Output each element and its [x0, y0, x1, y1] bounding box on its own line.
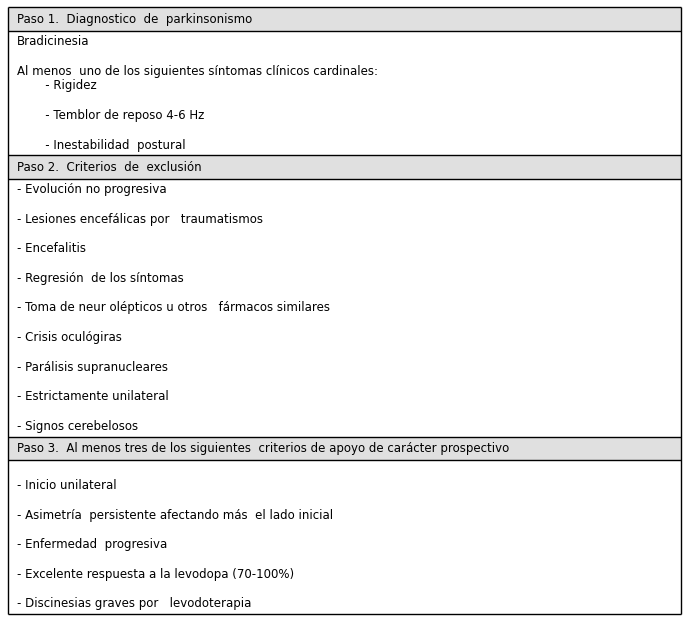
Text: Paso 1.  Diagnostico  de  parkinsonismo: Paso 1. Diagnostico de parkinsonismo [17, 13, 251, 26]
Text: - Evolución no progresiva: - Evolución no progresiva [17, 183, 166, 196]
Text: - Inicio unilateral: - Inicio unilateral [17, 479, 116, 492]
Text: Paso 2.  Criterios  de  exclusión: Paso 2. Criterios de exclusión [17, 161, 201, 174]
Text: - Crisis oculógiras: - Crisis oculógiras [17, 331, 121, 344]
Bar [8, 436, 681, 461]
Text: - Asimetría  persistente afectando más  el lado inicial: - Asimetría persistente afectando más el… [17, 509, 333, 522]
Text: - Encefalitis: - Encefalitis [17, 242, 85, 255]
Bar [8, 180, 681, 436]
Bar [8, 7, 681, 32]
Text: - Toma de neur olépticos u otros   fármacos similares: - Toma de neur olépticos u otros fármaco… [17, 301, 329, 314]
Text: - Lesiones encefálicas por   traumatismos: - Lesiones encefálicas por traumatismos [17, 212, 263, 225]
Text: - Enfermedad  progresiva: - Enfermedad progresiva [17, 538, 167, 551]
Text: - Excelente respuesta a la levodopa (70-100%): - Excelente respuesta a la levodopa (70-… [17, 568, 294, 581]
Bar [8, 32, 681, 155]
Bar [8, 461, 681, 614]
Text: - Discinesias graves por   levodoterapia: - Discinesias graves por levodoterapia [17, 597, 251, 610]
Text: - Parálisis supranucleares: - Parálisis supranucleares [17, 361, 167, 374]
Text: - Signos cerebelosos: - Signos cerebelosos [17, 420, 138, 433]
Text: Bradicinesia: Bradicinesia [17, 35, 89, 48]
Text: - Inestabilidad  postural: - Inestabilidad postural [34, 139, 185, 152]
Text: Al menos  uno de los siguientes síntomas clínicos cardinales:: Al menos uno de los siguientes síntomas … [17, 64, 378, 77]
Text: - Regresión  de los síntomas: - Regresión de los síntomas [17, 272, 183, 285]
Text: - Estrictamente unilateral: - Estrictamente unilateral [17, 390, 168, 403]
Text: - Rigidez: - Rigidez [34, 79, 96, 92]
Text: - Temblor de reposo 4-6 Hz: - Temblor de reposo 4-6 Hz [34, 109, 204, 122]
Bar [8, 155, 681, 180]
Text: Paso 3.  Al menos tres de los siguientes  criterios de apoyo de carácter prospec: Paso 3. Al menos tres de los siguientes … [17, 442, 508, 455]
